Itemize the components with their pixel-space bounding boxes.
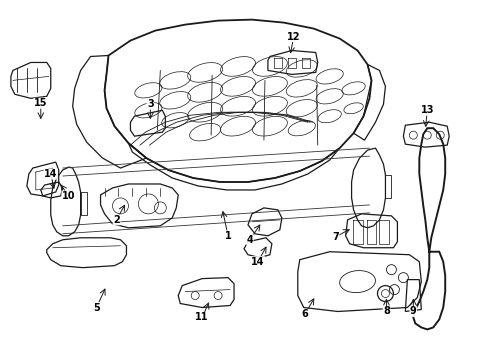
Text: 15: 15 bbox=[34, 98, 47, 108]
Text: 3: 3 bbox=[147, 99, 153, 109]
Text: 14: 14 bbox=[251, 257, 264, 267]
Text: 12: 12 bbox=[286, 32, 300, 41]
Text: 8: 8 bbox=[382, 306, 389, 316]
Text: 4: 4 bbox=[246, 235, 253, 245]
Text: 13: 13 bbox=[420, 105, 433, 115]
Text: 7: 7 bbox=[331, 232, 338, 242]
Text: 14: 14 bbox=[44, 169, 58, 179]
Text: 11: 11 bbox=[195, 312, 208, 323]
Text: 1: 1 bbox=[224, 231, 231, 241]
Text: 5: 5 bbox=[93, 302, 100, 312]
Text: 6: 6 bbox=[301, 310, 307, 319]
Text: 10: 10 bbox=[62, 191, 75, 201]
Text: 9: 9 bbox=[409, 306, 416, 316]
Text: 2: 2 bbox=[113, 215, 120, 225]
